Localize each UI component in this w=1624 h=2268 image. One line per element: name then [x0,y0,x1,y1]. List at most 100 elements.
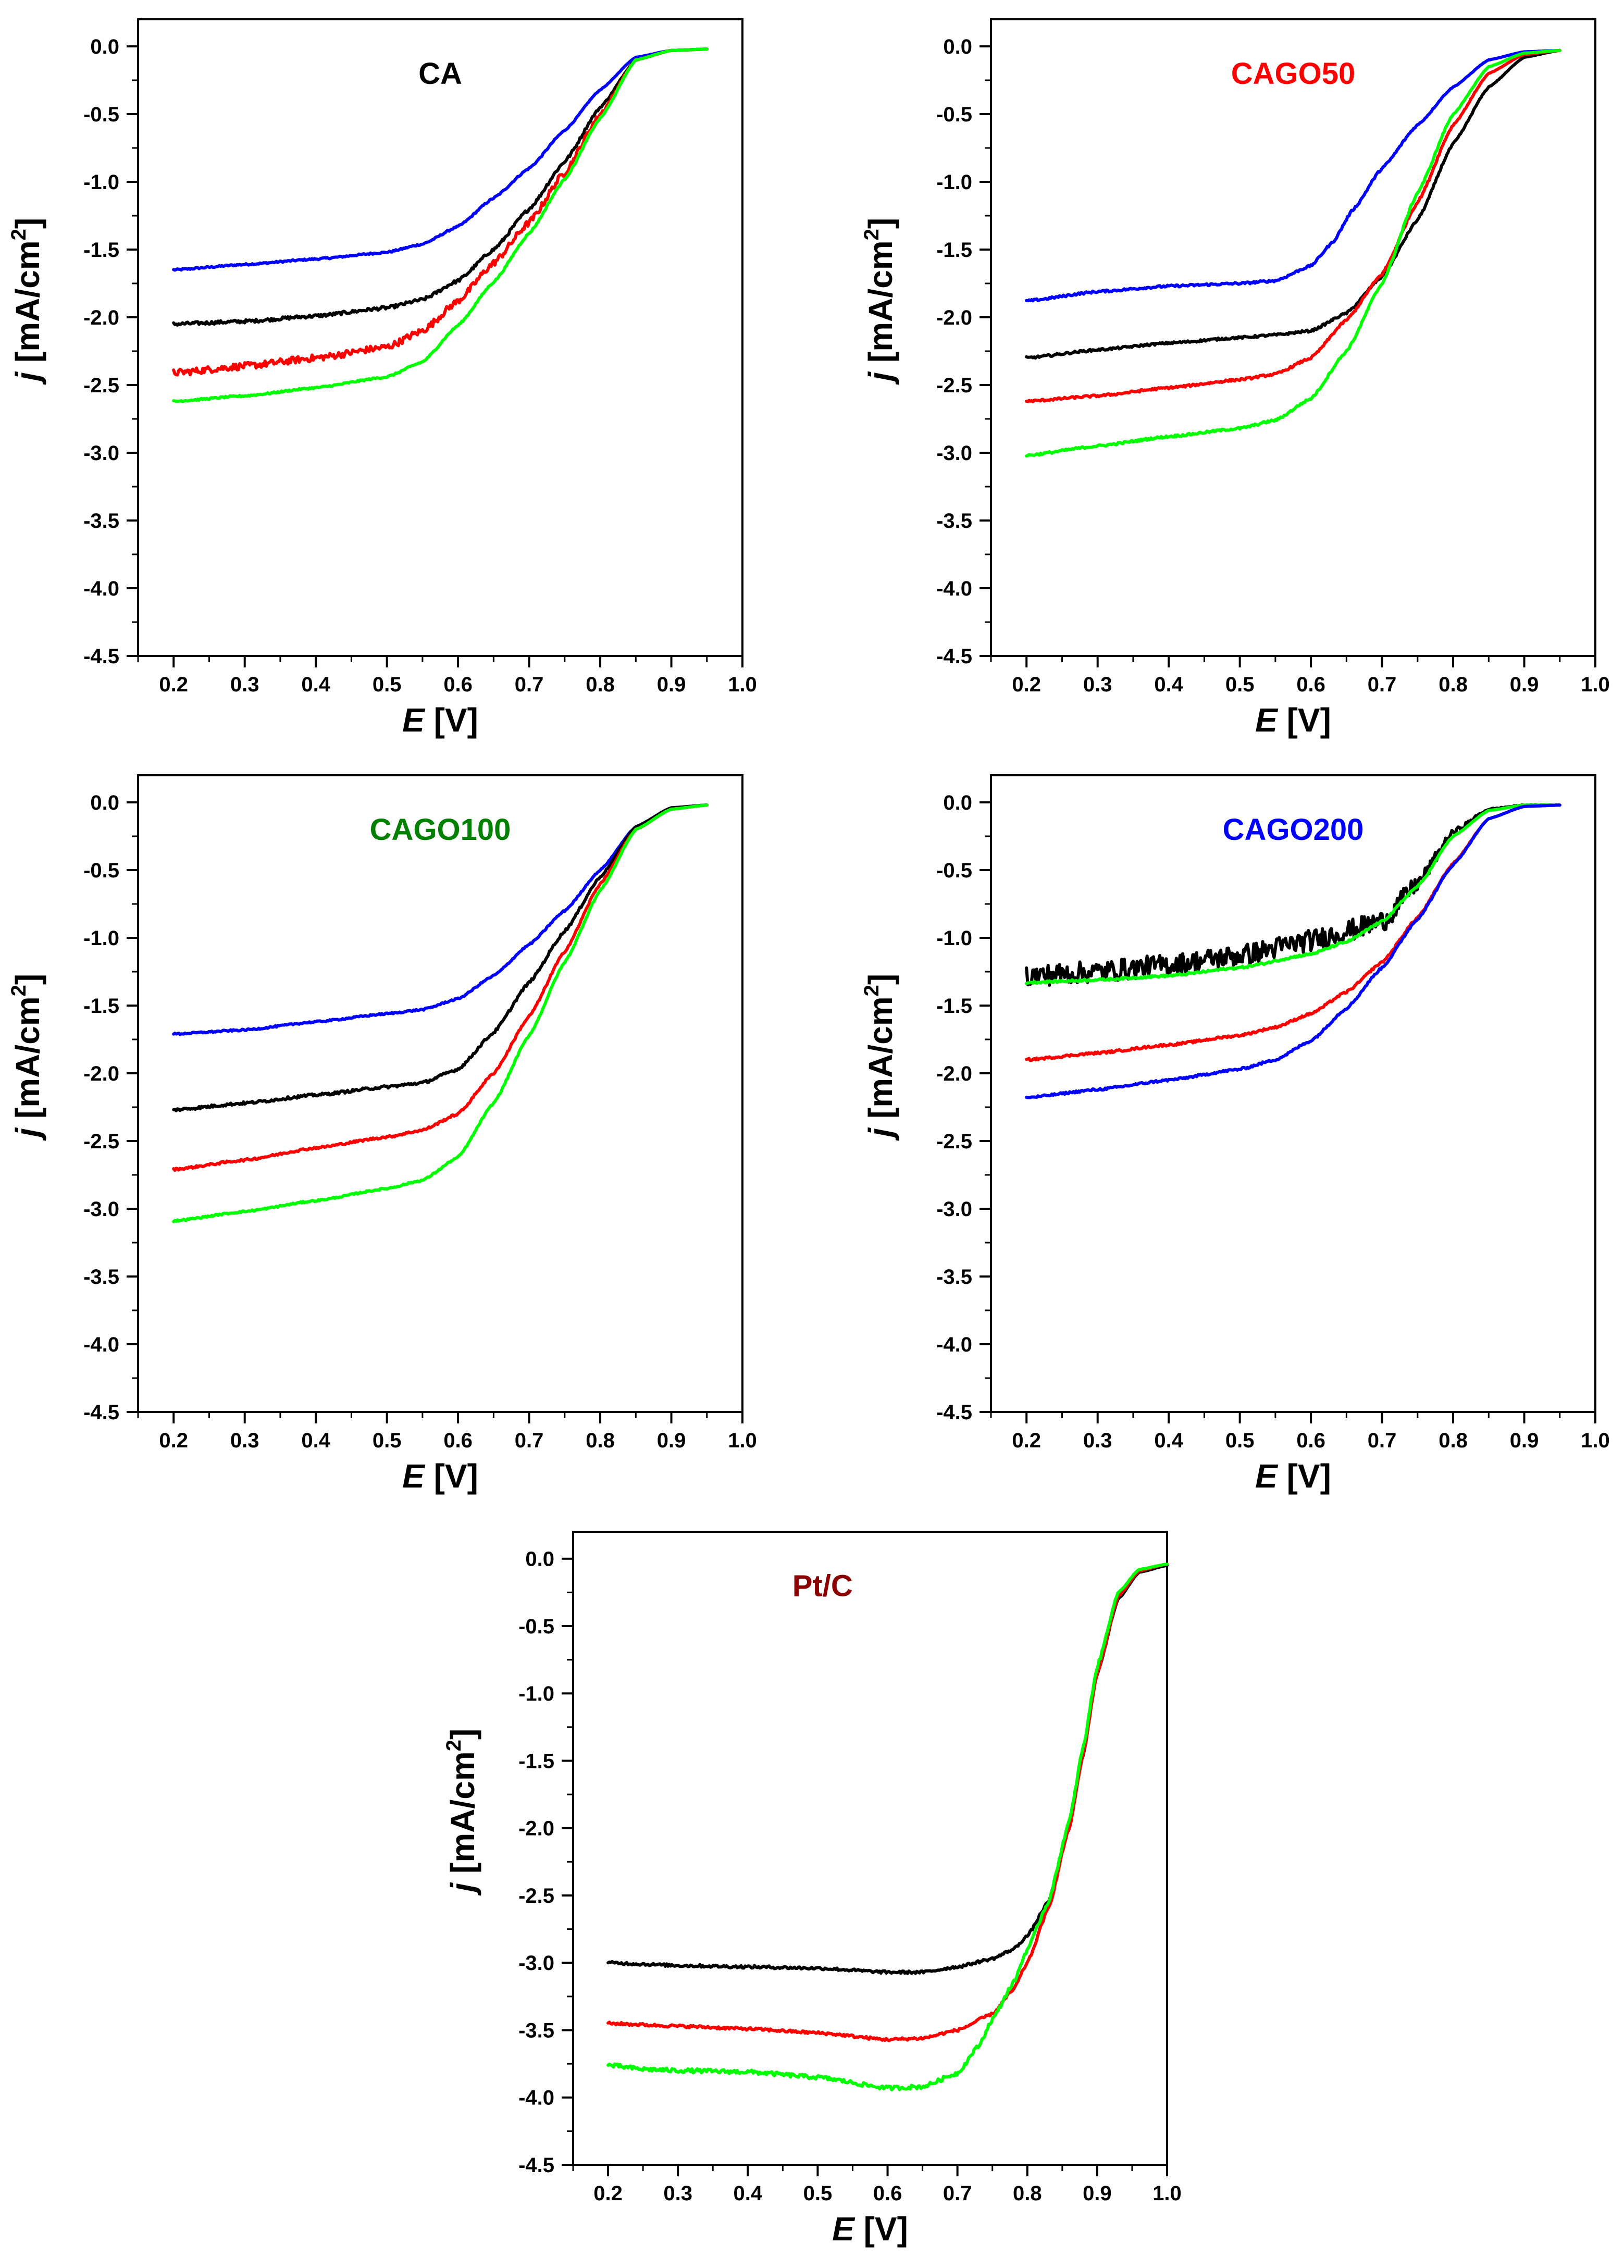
y-tick-label: 0.0 [525,1548,554,1571]
x-tick-label: 0.2 [1012,1429,1041,1452]
x-tick-label: 0.2 [593,2182,623,2205]
y-axis-label: j [mA/cm2] [7,974,46,1141]
x-tick-label: 0.3 [230,673,259,696]
y-tick-label: -1.5 [83,239,119,262]
y-tick-label: -0.5 [936,103,972,126]
y-tick-label: -2.0 [83,1062,119,1085]
x-tick-label: 0.9 [657,1429,686,1452]
x-tick-label: 0.8 [1013,2182,1042,2205]
x-tick-label: 0.4 [301,673,330,696]
y-tick-label: 0.0 [90,35,119,58]
x-tick-label: 0.3 [1083,1429,1112,1452]
y-tick-label: -4.0 [83,1333,119,1356]
y-tick-label: -4.5 [936,1401,972,1424]
y-tick-label: -3.0 [83,442,119,465]
x-tick-label: 0.9 [1083,2182,1112,2205]
x-tick-label: 0.4 [1154,673,1183,696]
y-tick-label: -3.5 [518,2019,554,2042]
y-tick-label: 0.0 [943,791,972,814]
y-tick-label: -3.5 [83,1266,119,1288]
y-tick-label: -4.0 [518,2087,554,2110]
y-tick-label: -4.0 [83,577,119,600]
x-tick-label: 0.2 [1012,673,1041,696]
chart-panel-2: 0.2 0.3 0.4 0.5 0.6 0.7 0.8 0.9 1.0 0.0 -0.5 -1.0 -1… [860,18,1610,739]
y-tick-label: -3.0 [518,1952,554,1975]
x-tick-label: 1.0 [728,673,757,696]
y-tick-label: -4.0 [936,577,972,600]
x-axis-label: E [V] [1255,1457,1331,1495]
y-tick-label: -1.0 [83,927,119,950]
x-tick-label: 0.7 [943,2182,972,2205]
y-tick-label: -4.5 [518,2154,554,2177]
y-tick-label: -1.0 [518,1682,554,1705]
y-tick-label: -3.5 [936,510,972,532]
plot-frame [137,18,743,657]
plot-frame [137,774,743,1413]
y-tick-label: -1.0 [936,927,972,950]
x-tick-label: 0.7 [1368,673,1397,696]
x-tick-label: 0.4 [301,1429,330,1452]
series-line-green [172,47,709,403]
x-tick-label: 0.5 [1225,1429,1255,1452]
x-tick-label: 0.5 [373,1429,402,1452]
y-tick-label: -0.5 [83,103,119,126]
x-tick-label: 0.8 [586,673,615,696]
series-line-black [172,47,709,327]
y-tick-label: -3.5 [83,510,119,532]
plot-frame [990,774,1596,1413]
x-tick-label: 1.0 [1581,673,1610,696]
panel-title: CAGO50 [1231,57,1356,91]
y-tick-label: -1.5 [83,995,119,1018]
y-tick-label: -2.5 [83,1130,119,1153]
y-tick-label: -3.0 [936,1198,972,1221]
y-tick-label: -2.5 [518,1885,554,1907]
y-tick-label: -4.5 [936,645,972,668]
x-tick-label: 0.3 [1083,673,1112,696]
y-tick-label: -1.5 [518,1750,554,1773]
y-tick-label: -2.5 [83,374,119,397]
series-line-green [1025,48,1561,458]
x-axis-label: E [V] [402,1457,478,1495]
x-tick-label: 0.9 [1510,673,1539,696]
y-tick-label: 0.0 [943,35,972,58]
y-tick-label: -0.5 [518,1615,554,1638]
panel-title: CA [418,57,462,91]
y-tick-label: -3.5 [936,1266,972,1288]
y-tick-label: -4.5 [83,1401,119,1424]
x-tick-label: 0.8 [1439,673,1468,696]
x-tick-label: 0.6 [873,2182,902,2205]
x-tick-label: 0.4 [1154,1429,1183,1452]
x-axis-label: E [V] [402,701,478,739]
series-line-blue [172,803,709,1036]
series-line-green [172,803,709,1223]
y-tick-label: -1.5 [936,239,972,262]
y-tick-label: -1.5 [936,995,972,1018]
y-tick-label: -2.0 [83,306,119,329]
plot-frame [572,1531,1168,2166]
series-line-black [172,803,709,1112]
x-tick-label: 0.4 [733,2182,762,2205]
x-tick-label: 0.6 [443,673,473,696]
series-line-blue [1025,803,1561,1099]
panel-title: CAGO100 [370,813,511,847]
x-tick-label: 0.8 [586,1429,615,1452]
x-tick-label: 0.9 [657,673,686,696]
x-tick-label: 0.2 [159,1429,188,1452]
x-tick-label: 0.7 [515,1429,544,1452]
x-tick-label: 0.9 [1510,1429,1539,1452]
y-tick-label: -0.5 [83,859,119,882]
y-tick-label: -2.0 [518,1817,554,1840]
y-axis-label: j [mA/cm2] [442,1729,481,1896]
panel-title: Pt/C [792,1569,853,1603]
y-tick-label: 0.0 [90,791,119,814]
x-axis-label: E [V] [1255,701,1331,739]
y-tick-label: -4.5 [83,645,119,668]
x-tick-label: 0.8 [1439,1429,1468,1452]
y-tick-label: -2.5 [936,374,972,397]
y-tick-label: -3.0 [936,442,972,465]
y-axis-label: j [mA/cm2] [7,218,46,385]
x-tick-label: 0.6 [1296,673,1325,696]
x-tick-label: 0.5 [1225,673,1255,696]
x-tick-label: 0.3 [663,2182,692,2205]
